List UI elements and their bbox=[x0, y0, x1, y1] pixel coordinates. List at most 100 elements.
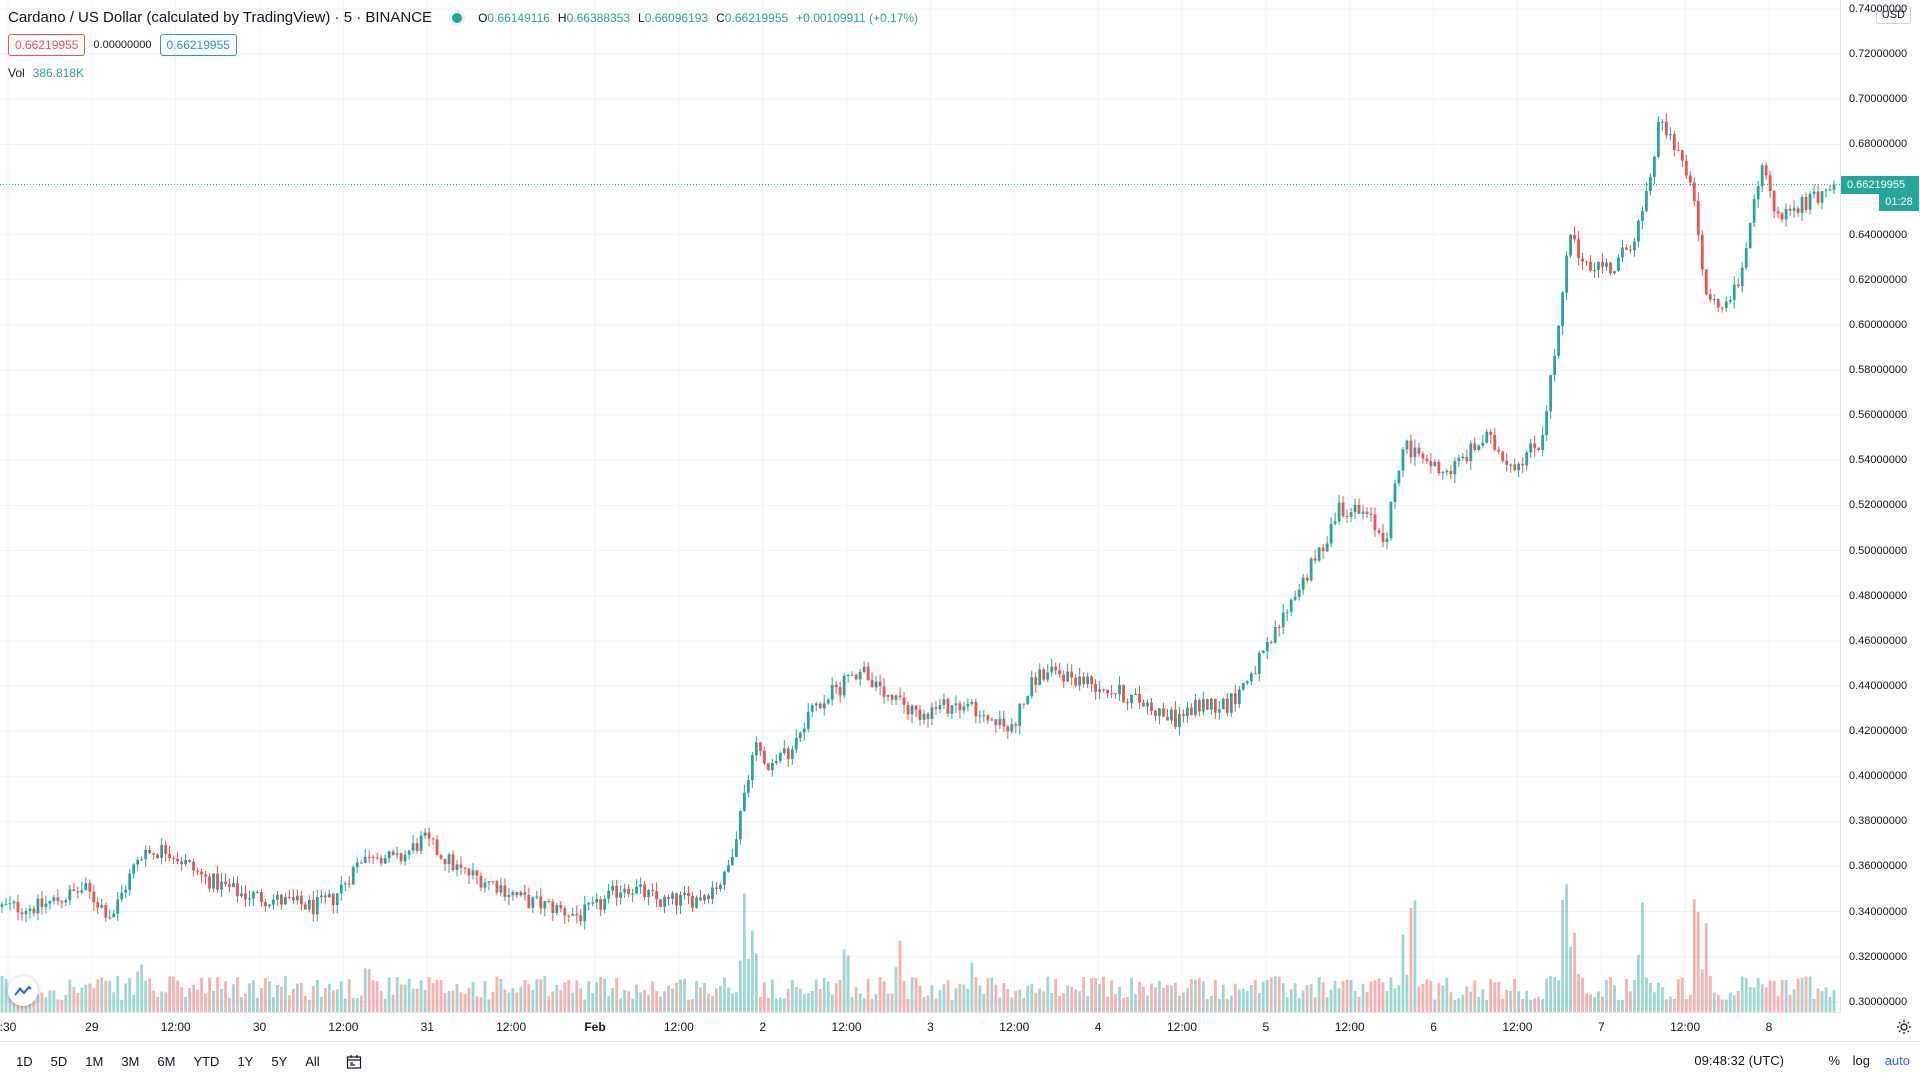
high-key: H bbox=[557, 10, 567, 25]
candle-body bbox=[1078, 676, 1082, 686]
volume-bar bbox=[1409, 907, 1413, 1012]
volume-bar bbox=[1537, 996, 1541, 1012]
volume-bar bbox=[707, 993, 710, 1012]
candle-body bbox=[922, 713, 926, 720]
volume-bar bbox=[1281, 983, 1285, 1012]
candle-body bbox=[427, 832, 431, 839]
volume-bar bbox=[120, 999, 124, 1012]
timeframe-button-1d[interactable]: 1D bbox=[16, 1054, 33, 1069]
candle-body bbox=[1213, 698, 1217, 713]
timeframe-button-all[interactable]: All bbox=[305, 1054, 320, 1069]
utc-clock[interactable]: 09:48:32 (UTC) bbox=[1694, 1053, 1784, 1068]
volume-bar bbox=[742, 893, 746, 1012]
volume-bar bbox=[1333, 980, 1337, 1012]
volume-bar bbox=[1429, 980, 1433, 1012]
timeframe-button-3m[interactable]: 3M bbox=[121, 1054, 140, 1069]
candle-body bbox=[1158, 708, 1161, 716]
candle-body bbox=[451, 854, 455, 870]
volume-bar bbox=[315, 980, 319, 1012]
volume-bar bbox=[1645, 977, 1648, 1012]
candle-body bbox=[176, 858, 180, 862]
candle-body bbox=[0, 904, 4, 908]
candle-body bbox=[152, 853, 156, 855]
candle-body bbox=[76, 891, 80, 893]
candle-body bbox=[148, 850, 152, 854]
candle-body bbox=[910, 705, 914, 715]
volume-bar bbox=[92, 988, 96, 1012]
volume-bar bbox=[711, 995, 714, 1012]
sell-price-box[interactable]: 0.66219955 bbox=[8, 34, 86, 56]
volume-bar bbox=[643, 989, 646, 1012]
log-scale-toggle[interactable]: log bbox=[1852, 1053, 1870, 1068]
volume-bar bbox=[48, 990, 52, 1012]
volume-bar bbox=[986, 978, 990, 1012]
volume-bar bbox=[495, 976, 499, 1012]
timeframe-button-5d[interactable]: 5D bbox=[50, 1054, 68, 1069]
price-tick-label: 0.36000000 bbox=[1849, 860, 1908, 873]
candle-body bbox=[443, 858, 447, 865]
timeframe-button-6m[interactable]: 6M bbox=[157, 1054, 176, 1069]
candle-body bbox=[1804, 196, 1808, 210]
volume-bar bbox=[1493, 982, 1497, 1012]
volume-bar bbox=[1082, 976, 1086, 1012]
candle-body bbox=[1585, 261, 1588, 263]
volume-bar bbox=[240, 997, 243, 1012]
candlestick-chart[interactable] bbox=[0, 0, 1840, 1012]
auto-scale-toggle[interactable]: auto bbox=[1884, 1053, 1910, 1068]
candle-body bbox=[1764, 165, 1768, 176]
candle-body bbox=[1625, 247, 1628, 250]
candle-body bbox=[343, 883, 347, 885]
time-axis[interactable]: :30 29 12:00 30 12:00 31 12:00 Feb 12:00 2 12:00 3 1… bbox=[0, 1012, 1911, 1041]
volume-bar bbox=[1405, 974, 1409, 1012]
candle-body bbox=[72, 889, 76, 892]
symbol-title[interactable]: Cardano / US Dollar (calculated by Tradi… bbox=[8, 9, 433, 26]
volume-bar bbox=[347, 979, 351, 1012]
candle-body bbox=[407, 850, 411, 855]
percent-scale-toggle[interactable]: % bbox=[1828, 1053, 1840, 1068]
candle-body bbox=[719, 884, 722, 889]
candle-body bbox=[619, 892, 623, 898]
volume-bar bbox=[335, 989, 339, 1012]
volume-bar bbox=[910, 977, 914, 1012]
candle-body bbox=[1433, 461, 1437, 467]
volume-bar bbox=[1413, 900, 1417, 1012]
volume-bar bbox=[1158, 980, 1161, 1012]
market-status-icon[interactable] bbox=[452, 12, 463, 23]
volume-bar bbox=[794, 986, 798, 1012]
volume-bar bbox=[627, 991, 631, 1012]
candle-body bbox=[1593, 269, 1596, 271]
volume-bar bbox=[1812, 999, 1816, 1012]
volume-bar bbox=[1664, 999, 1668, 1012]
chart-pane[interactable]: Cardano / US Dollar (calculated by Tradi… bbox=[0, 0, 1840, 1012]
candle-body bbox=[84, 883, 88, 891]
candle-body bbox=[663, 896, 666, 907]
timeframe-button-5y[interactable]: 5Y bbox=[271, 1054, 288, 1069]
volume-bar bbox=[176, 980, 180, 1012]
candle-body bbox=[1736, 284, 1740, 287]
volume-bar bbox=[287, 995, 291, 1012]
candle-body bbox=[1425, 458, 1429, 462]
date-range-icon[interactable] bbox=[346, 1054, 362, 1070]
volume-bar bbox=[1461, 994, 1465, 1012]
volume-bar bbox=[731, 993, 734, 1012]
settings-gear-icon[interactable] bbox=[1896, 1019, 1912, 1035]
timeframe-button-1y[interactable]: 1Y bbox=[237, 1054, 254, 1069]
volume-bar bbox=[152, 990, 156, 1012]
volume-bar bbox=[1162, 987, 1165, 1012]
candle-body bbox=[1529, 443, 1533, 453]
tradingview-logo-icon[interactable] bbox=[8, 976, 38, 1006]
volume-legend[interactable]: Vol 386.818K bbox=[8, 66, 84, 80]
buy-price-box[interactable]: 0.66219955 bbox=[159, 34, 237, 56]
candle-body bbox=[1058, 670, 1062, 675]
candle-body bbox=[555, 905, 559, 913]
candle-body bbox=[256, 891, 259, 893]
currency-badge[interactable]: USD bbox=[1875, 6, 1911, 24]
timeframe-button-1m[interactable]: 1M bbox=[85, 1054, 104, 1069]
candle-body bbox=[607, 890, 611, 899]
candle-body bbox=[738, 810, 742, 840]
timeframe-button-ytd[interactable]: YTD bbox=[193, 1054, 220, 1069]
price-axis[interactable]: USD 0.74000000 0.72000000 0.70000000 0.6800… bbox=[1840, 0, 1920, 1012]
candle-body bbox=[1469, 443, 1473, 462]
volume-bar bbox=[758, 997, 762, 1012]
volume-bar bbox=[858, 993, 862, 1012]
